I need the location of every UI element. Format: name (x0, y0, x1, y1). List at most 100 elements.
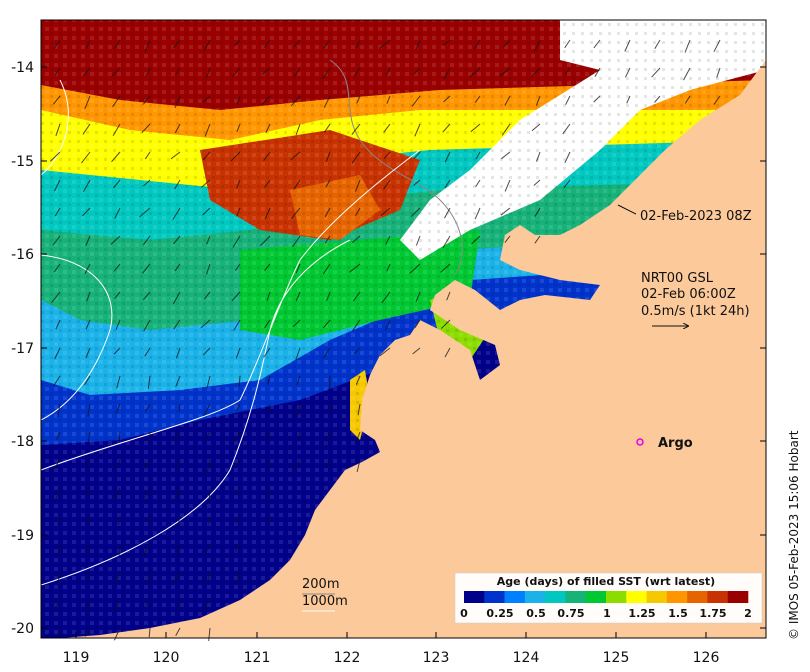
current-vector (142, 179, 151, 187)
current-vector (114, 599, 121, 612)
current-vector (624, 67, 631, 78)
current-vector (57, 627, 61, 637)
colorbar-swatch (524, 591, 546, 603)
current-vector (52, 95, 61, 105)
current-vector (55, 319, 61, 330)
x-tick-label: 120 (153, 650, 180, 666)
current-vector (147, 375, 151, 389)
current-vector (380, 207, 391, 216)
current-vector (145, 403, 151, 412)
current-time-label: 02-Feb 06:00Z (641, 287, 736, 302)
current-vector (204, 291, 211, 300)
current-vector (236, 179, 241, 189)
current-vector (354, 431, 361, 444)
current-vector (55, 123, 61, 136)
current-vector (234, 571, 241, 584)
current-vector (534, 235, 541, 244)
colorbar-tick-label: 0.5 (526, 607, 546, 620)
current-vector (236, 95, 241, 105)
y-tick-label: -20 (11, 621, 34, 637)
current-vector (113, 347, 121, 355)
current-vector (322, 347, 331, 359)
current-vector (355, 179, 361, 192)
current-vector (116, 375, 121, 389)
current-vector (57, 515, 61, 525)
current-vector (378, 39, 391, 50)
colorbar-tick-label: 0.25 (486, 607, 513, 620)
y-tick-label: -16 (11, 247, 34, 263)
current-vector (112, 123, 121, 136)
current-vector (469, 67, 481, 78)
current-vector (536, 151, 541, 162)
isobath-1000m-label: 1000m (302, 594, 348, 609)
current-vector (142, 95, 151, 105)
current-vector (379, 347, 391, 357)
current-vector (57, 403, 61, 418)
current-vector (144, 39, 151, 53)
current-vector (85, 235, 91, 246)
current-vector (51, 459, 61, 472)
colorbar-tick-label: 1.75 (699, 607, 726, 620)
current-vector (504, 235, 511, 243)
current-source-label: NRT00 GSL (641, 271, 714, 286)
current-vector (206, 263, 211, 275)
current-vector (174, 431, 181, 444)
current-vector (82, 207, 91, 217)
current-vector (386, 263, 391, 272)
current-vector (114, 571, 121, 584)
current-vector (290, 95, 301, 107)
current-vector (349, 263, 361, 273)
x-tick-label: 122 (334, 650, 361, 666)
valid-time-leader (617, 204, 637, 215)
isobath-200m-label: 200m (302, 577, 339, 592)
current-vector (114, 291, 121, 299)
colorbar-swatch (626, 591, 647, 603)
current-vector (504, 179, 511, 192)
current-vector (409, 263, 421, 274)
current-vector (654, 95, 661, 103)
current-vector (293, 67, 301, 78)
current-vector (323, 95, 331, 108)
current-vector (716, 67, 721, 78)
current-vector (440, 263, 451, 273)
current-vector (200, 319, 211, 329)
y-tick-label: -15 (11, 154, 34, 170)
current-vector (383, 151, 391, 160)
current-vector (54, 487, 61, 501)
current-vector (144, 347, 151, 357)
current-vector (593, 95, 601, 103)
current-vector (231, 67, 241, 78)
current-vector (57, 571, 61, 583)
colorbar-swatch (585, 591, 607, 603)
current-vector (142, 263, 151, 274)
current-vector (535, 95, 541, 106)
current-vector (322, 263, 331, 275)
current-vector (200, 179, 211, 188)
current-vector (52, 599, 61, 611)
current-vector (86, 487, 91, 498)
current-vector (385, 235, 391, 245)
colorbar-swatch (484, 591, 505, 603)
current-vector (442, 235, 451, 249)
colorbar-swatch (545, 591, 566, 603)
current-vector (263, 151, 271, 161)
imos-credit: © IMOS 05-Feb-2023 15:06 Hobart (787, 430, 801, 640)
current-vector (113, 179, 121, 189)
current-vector (264, 179, 271, 188)
current-vector (413, 67, 421, 75)
current-vector (84, 95, 91, 110)
current-vector (325, 431, 331, 445)
current-vector (503, 39, 511, 48)
current-vector (324, 207, 331, 218)
current-vector (292, 459, 301, 473)
current-vector (142, 543, 151, 557)
current-vector (84, 627, 91, 637)
current-vector (594, 67, 601, 78)
current-vector (444, 151, 451, 163)
current-vector (296, 403, 301, 418)
current-vector (475, 151, 481, 160)
current-vector (386, 95, 391, 104)
current-vector (234, 39, 241, 47)
current-vector (88, 459, 91, 469)
colorbar-tick-label: 0.75 (557, 607, 584, 620)
